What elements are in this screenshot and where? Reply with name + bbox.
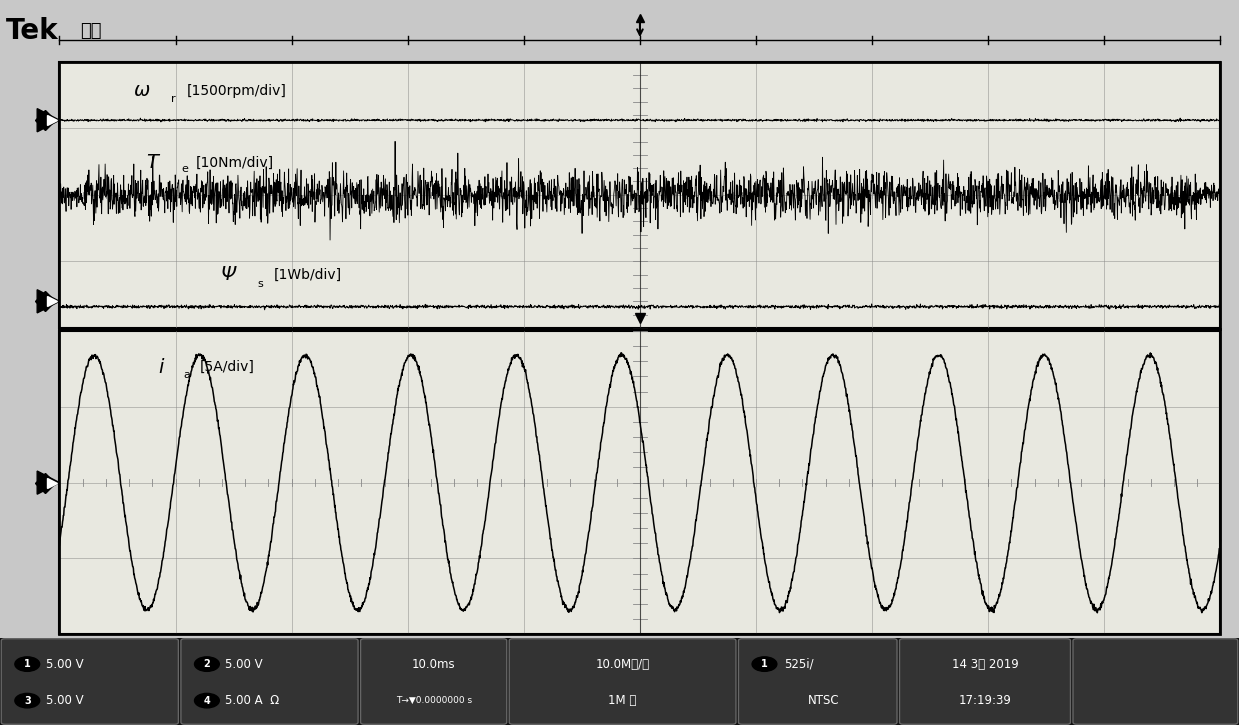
Text: [1500rpm/div]: [1500rpm/div] <box>187 84 287 98</box>
Text: 525i/: 525i/ <box>784 658 814 671</box>
Text: a: a <box>183 370 191 380</box>
Text: Tek: Tek <box>6 17 58 45</box>
Text: NTSC: NTSC <box>808 694 840 707</box>
Text: Ψ: Ψ <box>221 265 235 284</box>
Bar <box>0 638 1239 725</box>
Text: 预览: 预览 <box>81 22 102 40</box>
Circle shape <box>15 657 40 671</box>
Text: [5A/div]: [5A/div] <box>199 360 254 374</box>
Circle shape <box>15 693 40 708</box>
FancyBboxPatch shape <box>181 639 358 724</box>
Text: [1Wb/div]: [1Wb/div] <box>274 268 342 282</box>
Text: r: r <box>171 94 176 104</box>
Text: 17:19:39: 17:19:39 <box>959 694 1011 707</box>
Text: e: e <box>181 165 188 175</box>
Bar <box>59 62 1220 634</box>
Bar <box>0 0 1239 62</box>
Text: 5.00 V: 5.00 V <box>46 658 83 671</box>
Text: i: i <box>159 357 164 377</box>
Circle shape <box>195 693 219 708</box>
Text: ω: ω <box>134 81 150 101</box>
Text: 1: 1 <box>761 659 768 669</box>
Text: [10Nm/div]: [10Nm/div] <box>196 156 274 170</box>
Polygon shape <box>37 290 59 313</box>
FancyBboxPatch shape <box>1073 639 1238 724</box>
Text: T→▼0.0000000 s: T→▼0.0000000 s <box>395 696 472 705</box>
FancyBboxPatch shape <box>361 639 507 724</box>
Text: 1M 点: 1M 点 <box>608 694 637 707</box>
Text: 1: 1 <box>24 659 31 669</box>
Text: s: s <box>258 279 264 289</box>
FancyBboxPatch shape <box>900 639 1070 724</box>
Text: 2: 2 <box>203 659 211 669</box>
Text: 5.00 A  Ω: 5.00 A Ω <box>225 694 280 707</box>
Text: 5.00 V: 5.00 V <box>225 658 263 671</box>
Polygon shape <box>37 471 59 494</box>
Text: 10.0M次/秒: 10.0M次/秒 <box>596 658 649 671</box>
FancyBboxPatch shape <box>509 639 736 724</box>
Text: T: T <box>146 153 159 173</box>
Bar <box>59 331 1220 634</box>
Text: 4: 4 <box>203 696 211 705</box>
Circle shape <box>195 657 219 671</box>
Circle shape <box>752 657 777 671</box>
Text: 14 3月 2019: 14 3月 2019 <box>952 658 1018 671</box>
Text: 3: 3 <box>24 696 31 705</box>
Polygon shape <box>37 109 59 132</box>
Bar <box>59 62 1220 328</box>
FancyBboxPatch shape <box>1 639 178 724</box>
Text: 10.0ms: 10.0ms <box>411 658 456 671</box>
FancyBboxPatch shape <box>738 639 897 724</box>
Text: 5.00 V: 5.00 V <box>46 694 83 707</box>
